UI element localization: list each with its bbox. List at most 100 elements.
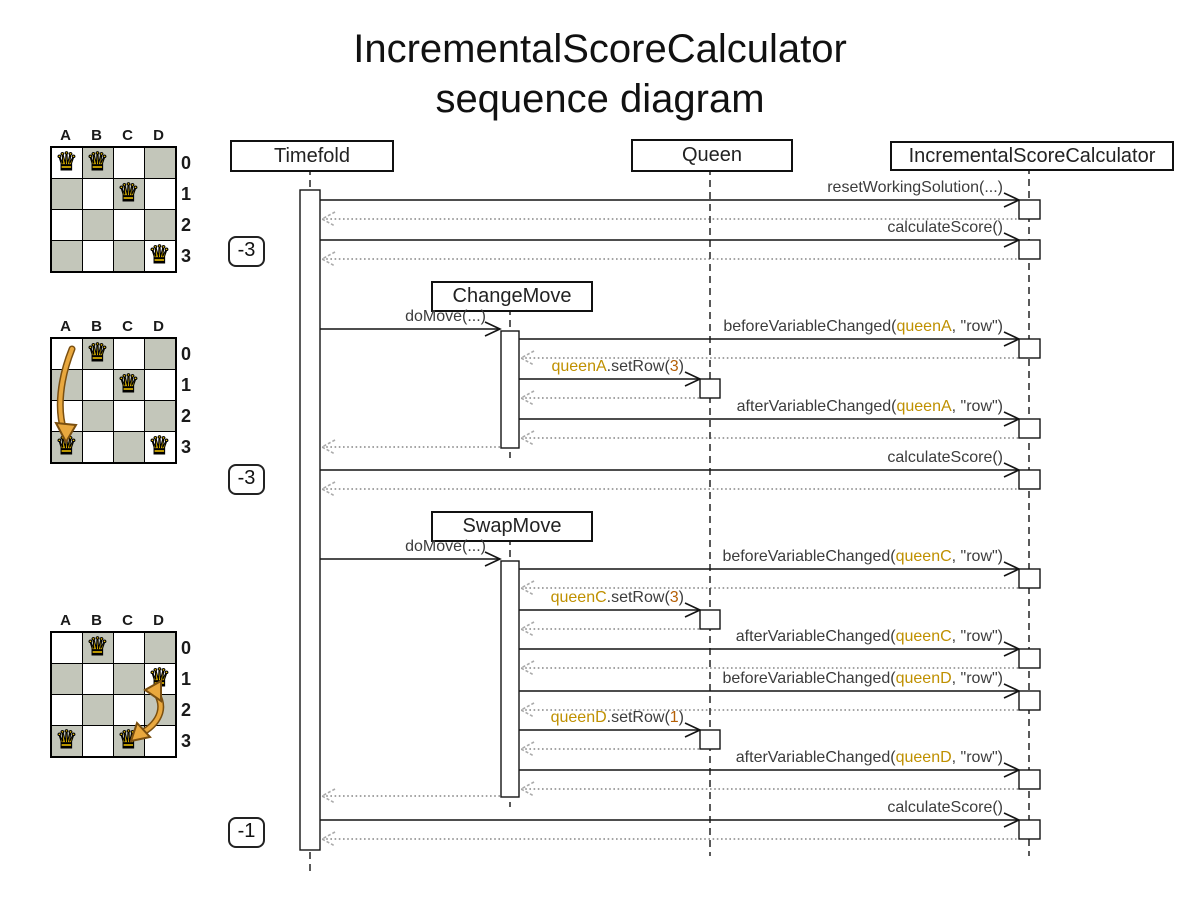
label-text: .setRow( bbox=[606, 709, 670, 726]
lifeline-label: Queen bbox=[681, 144, 743, 166]
label-text: .setRow( bbox=[606, 358, 670, 375]
lifeline-header-incrementalscorecalculator: IncrementalScoreCalculator bbox=[890, 141, 1174, 171]
board-cell bbox=[52, 241, 82, 271]
board-cell bbox=[83, 148, 113, 178]
message-label: beforeVariableChanged(queenA, "row") bbox=[583, 318, 1003, 336]
row-label: 2 bbox=[181, 406, 192, 426]
label-text: , "row") bbox=[951, 670, 1003, 687]
label-text: calculateScore() bbox=[887, 449, 1003, 466]
column-label: A bbox=[60, 127, 71, 144]
label-text: beforeVariableChanged( bbox=[723, 318, 897, 335]
title-line-1: IncrementalScoreCalculator bbox=[353, 27, 847, 71]
message-label: queenA.setRow(3) bbox=[264, 358, 684, 376]
column-label: D bbox=[153, 612, 164, 629]
queen-reference: queenA bbox=[896, 398, 952, 415]
board-cell bbox=[145, 370, 175, 400]
title-line-2: sequence diagram bbox=[435, 77, 765, 121]
label-text: , "row") bbox=[951, 318, 1003, 335]
message-label: afterVariableChanged(queenA, "row") bbox=[583, 398, 1003, 416]
chess-grid bbox=[50, 146, 177, 273]
board-cell bbox=[83, 401, 113, 431]
row-label: 0 bbox=[181, 638, 192, 658]
board-cell bbox=[83, 726, 113, 756]
label-text: ) bbox=[678, 709, 684, 726]
board-cell bbox=[52, 695, 82, 725]
column-label: C bbox=[122, 127, 133, 144]
row-label: 2 bbox=[181, 700, 192, 720]
label-text: ) bbox=[678, 358, 684, 375]
board-cell bbox=[114, 633, 144, 663]
column-label: C bbox=[122, 612, 133, 629]
board-cell bbox=[52, 179, 82, 209]
row-label: 0 bbox=[181, 153, 192, 173]
board-cell bbox=[145, 148, 175, 178]
column-label: A bbox=[60, 612, 71, 629]
row-label: 0 bbox=[181, 344, 192, 364]
lifeline-header-timefold: Timefold bbox=[230, 140, 394, 172]
message-label: beforeVariableChanged(queenC, "row") bbox=[583, 548, 1003, 566]
label-text: resetWorkingSolution(...) bbox=[827, 179, 1003, 196]
label-text: afterVariableChanged( bbox=[735, 749, 896, 766]
board-cell bbox=[114, 401, 144, 431]
board-cell bbox=[145, 241, 175, 271]
column-label: B bbox=[91, 318, 102, 335]
row-label: 1 bbox=[181, 375, 192, 395]
frame-label: SwapMove bbox=[462, 515, 562, 537]
queen-reference: queenD bbox=[895, 749, 952, 766]
board-cell bbox=[83, 339, 113, 369]
label-text: beforeVariableChanged( bbox=[722, 548, 896, 565]
label-text: , "row") bbox=[951, 398, 1003, 415]
row-label: 1 bbox=[181, 669, 192, 689]
queen-reference: queenC bbox=[895, 628, 952, 645]
board-cell bbox=[52, 664, 82, 694]
board-cell bbox=[83, 695, 113, 725]
frame-header-swapmove: SwapMove bbox=[431, 511, 593, 542]
label-text: , "row") bbox=[951, 628, 1003, 645]
message-label: queenD.setRow(1) bbox=[264, 709, 684, 727]
board-cell bbox=[145, 401, 175, 431]
board-cell bbox=[114, 339, 144, 369]
board-cell bbox=[145, 210, 175, 240]
row-label: 1 bbox=[181, 184, 192, 204]
message-label: calculateScore() bbox=[583, 449, 1003, 467]
queen-reference: queenD bbox=[550, 709, 607, 726]
board-cell bbox=[114, 210, 144, 240]
label-text: , "row") bbox=[951, 749, 1003, 766]
label-text: doMove(...) bbox=[405, 308, 486, 325]
row-label: 3 bbox=[181, 437, 192, 457]
lifeline-header-queen: Queen bbox=[631, 139, 793, 172]
board-cell bbox=[52, 148, 82, 178]
board-cell bbox=[145, 432, 175, 462]
column-label: D bbox=[153, 127, 164, 144]
row-number: 3 bbox=[669, 358, 679, 375]
board-cell bbox=[145, 633, 175, 663]
label-text: beforeVariableChanged( bbox=[722, 670, 896, 687]
message-label: afterVariableChanged(queenD, "row") bbox=[583, 749, 1003, 767]
board-cell bbox=[83, 664, 113, 694]
board-cell bbox=[52, 210, 82, 240]
page-title: IncrementalScoreCalculator sequence diag… bbox=[0, 24, 1200, 124]
board-cell bbox=[83, 179, 113, 209]
message-label: doMove(...) bbox=[66, 538, 486, 556]
queen-reference: queenA bbox=[551, 358, 607, 375]
queen-reference: queenA bbox=[896, 318, 952, 335]
board-cell bbox=[114, 432, 144, 462]
queen-reference: queenD bbox=[895, 670, 952, 687]
queen-reference: queenC bbox=[895, 548, 952, 565]
message-label: doMove(...) bbox=[66, 308, 486, 326]
column-label: B bbox=[91, 612, 102, 629]
board-cell bbox=[114, 148, 144, 178]
score-badge: -3 bbox=[228, 464, 265, 495]
column-label: B bbox=[91, 127, 102, 144]
label-text: .setRow( bbox=[606, 589, 670, 606]
board-cell bbox=[145, 339, 175, 369]
board-cell bbox=[83, 633, 113, 663]
board-cell bbox=[83, 370, 113, 400]
lifeline-label: IncrementalScoreCalculator bbox=[908, 144, 1156, 167]
score-badge: -3 bbox=[228, 236, 265, 267]
message-label: beforeVariableChanged(queenD, "row") bbox=[583, 670, 1003, 688]
row-label: 3 bbox=[181, 246, 192, 266]
board-cell bbox=[52, 633, 82, 663]
